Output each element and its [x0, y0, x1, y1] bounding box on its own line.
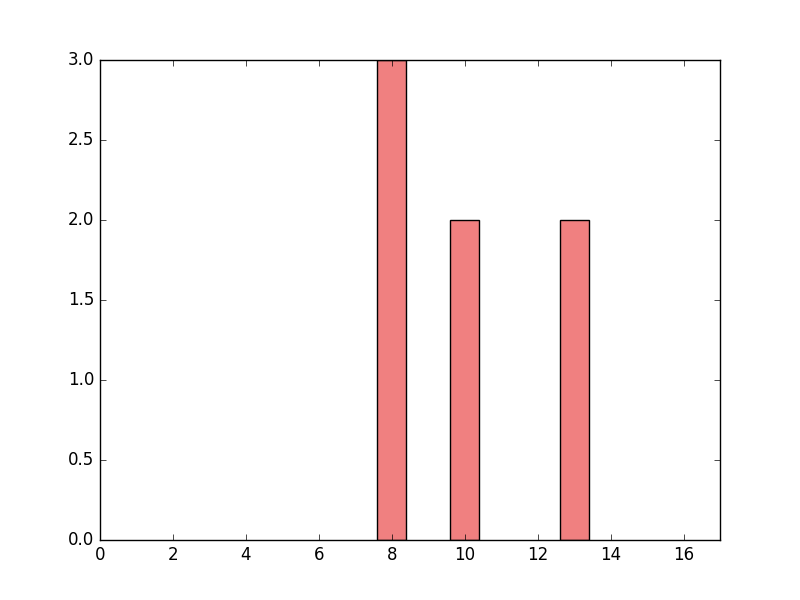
Bar [377, 60, 406, 540]
Bar [450, 220, 479, 540]
Bar [559, 220, 589, 540]
